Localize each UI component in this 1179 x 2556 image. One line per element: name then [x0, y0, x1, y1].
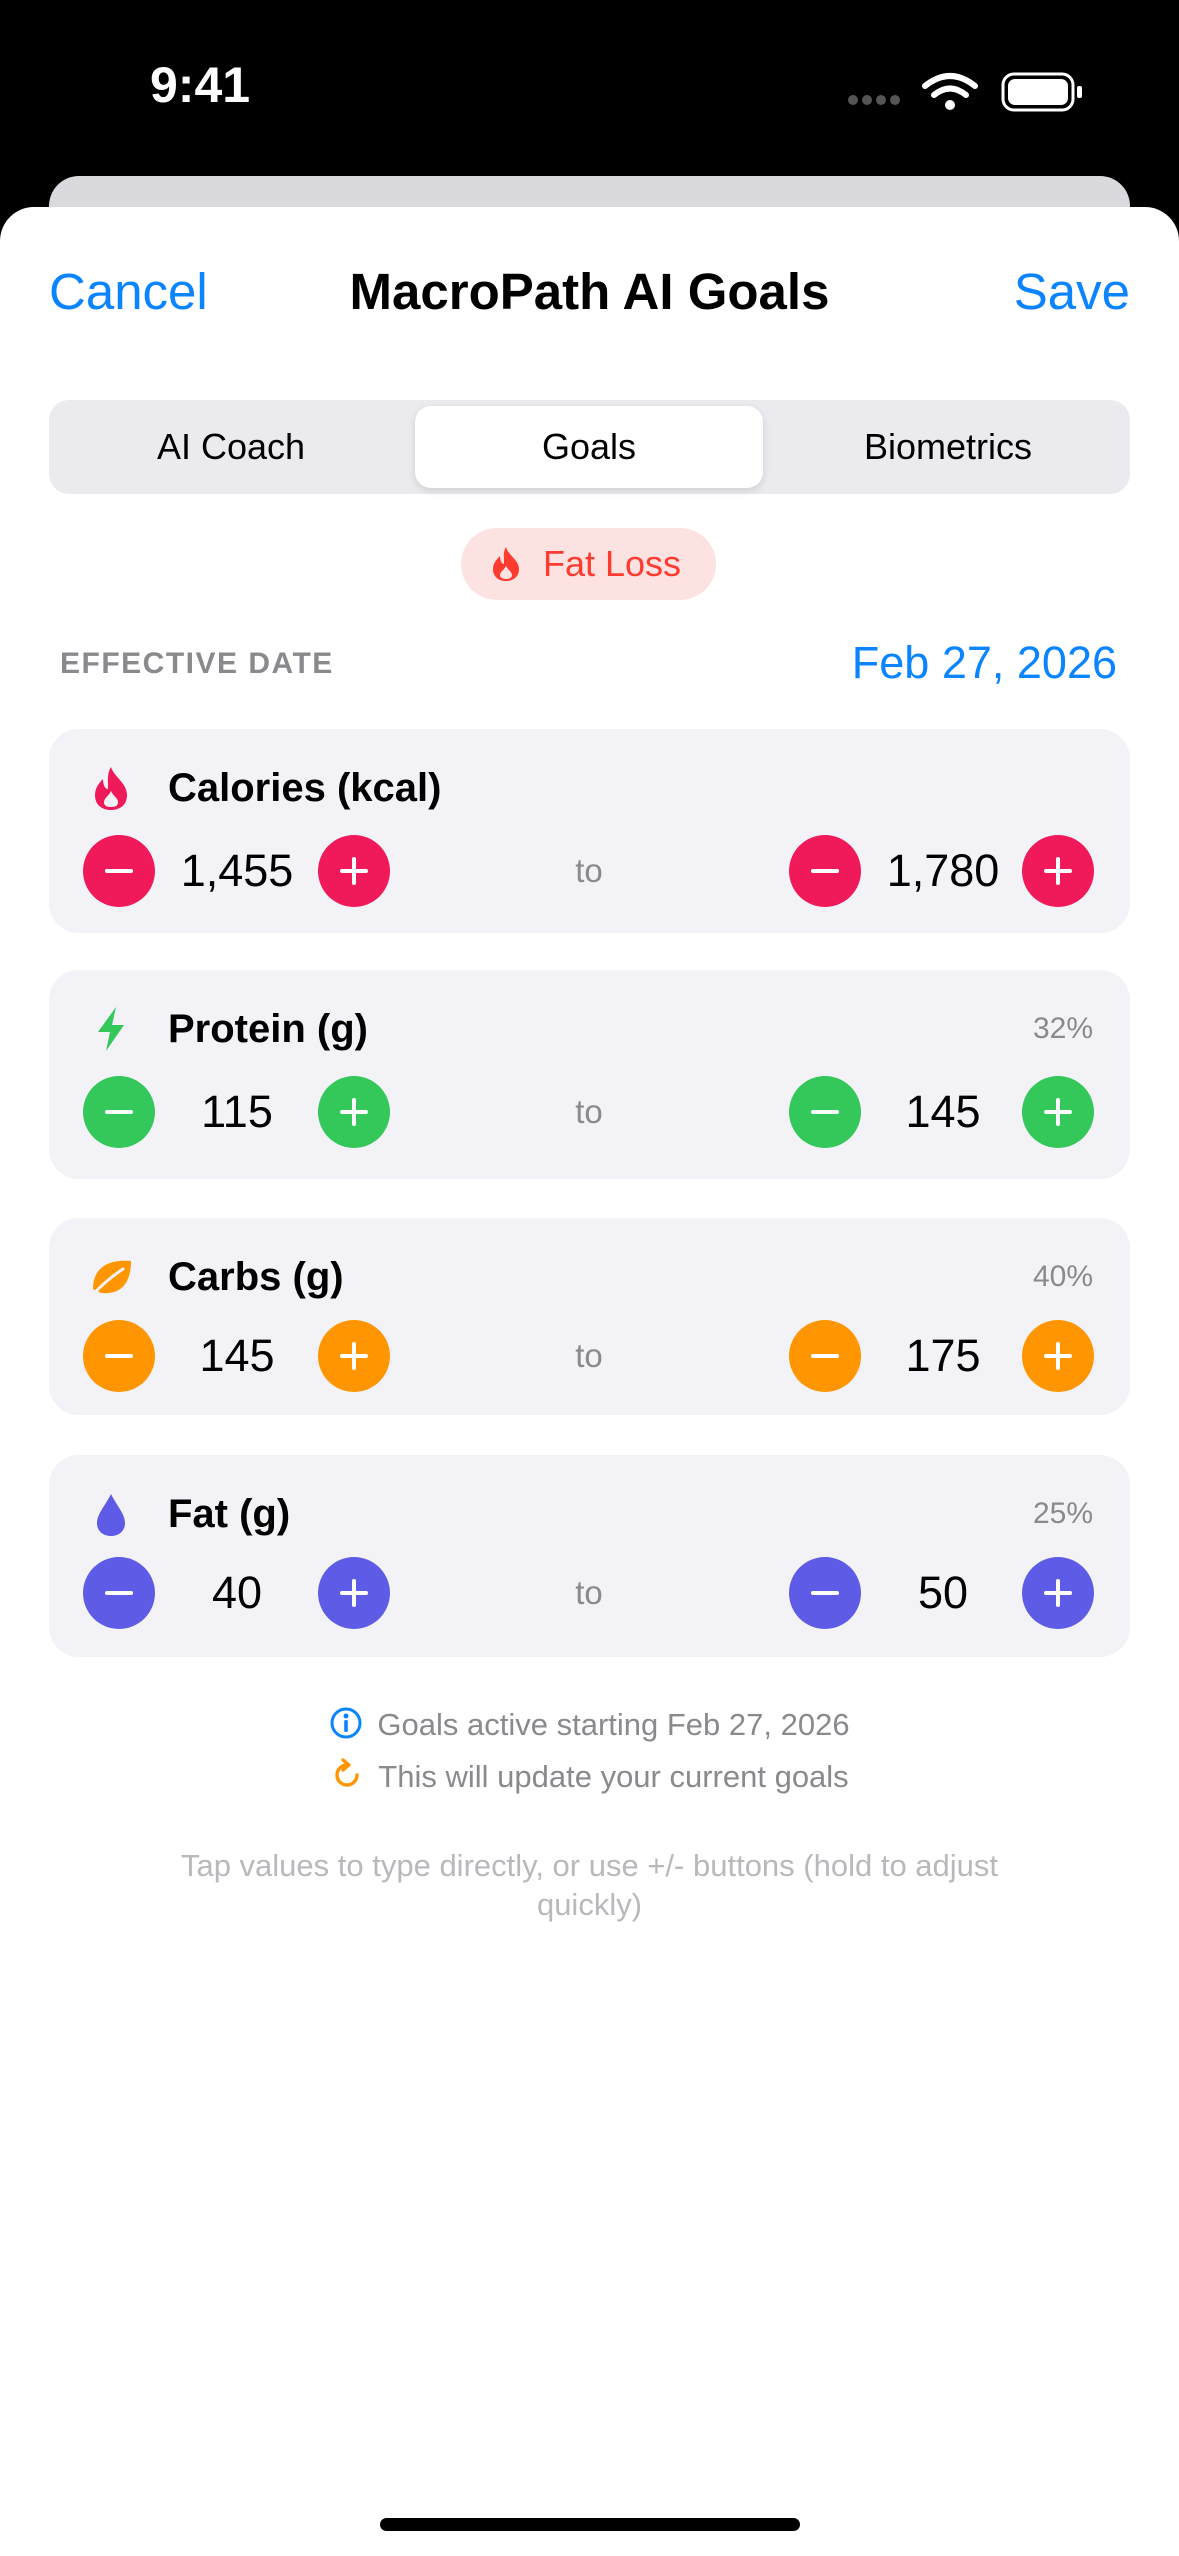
min-value[interactable]: 115 [201, 1086, 273, 1137]
macro-card: Protein (g) 32% 115 to 145 [49, 970, 1130, 1179]
max-value[interactable]: 50 [917, 1567, 969, 1618]
status-icons [848, 72, 1082, 112]
increment-button[interactable] [318, 1320, 390, 1392]
range-word: to [575, 1337, 603, 1374]
macro-title: Calories (kcal) [168, 766, 442, 810]
range-word: to [575, 1093, 603, 1130]
info-row: Goals active starting Feb 27, 2026 [0, 1706, 1179, 1744]
info-text: This will update your current goals [378, 1759, 849, 1794]
increment-button[interactable] [1022, 1076, 1094, 1148]
info-icon [330, 1707, 362, 1739]
increment-button[interactable] [318, 1076, 390, 1148]
macro-icon [98, 1007, 124, 1051]
decrement-button[interactable] [83, 1076, 155, 1148]
flame-icon [493, 547, 519, 581]
segmented-control: AI Coach Goals Biometrics [49, 400, 1130, 494]
increment-button[interactable] [318, 835, 390, 907]
range-word: to [575, 852, 603, 889]
max-value[interactable]: 1,780 [886, 845, 1000, 896]
macro-title: Protein (g) [168, 1007, 368, 1051]
min-value[interactable]: 145 [199, 1330, 275, 1381]
min-value[interactable]: 1,455 [180, 845, 294, 896]
increment-button[interactable] [318, 1557, 390, 1629]
macro-card: Carbs (g) 40% 145 to 175 [49, 1218, 1130, 1415]
max-value[interactable]: 145 [905, 1086, 981, 1137]
decrement-button[interactable] [789, 835, 861, 907]
macro-percent: 32% [1032, 1012, 1093, 1045]
increment-button[interactable] [1022, 1320, 1094, 1392]
tab[interactable]: Biometrics [863, 426, 1033, 467]
status-time: 9:41 [150, 57, 251, 113]
goal-badge-label: Fat Loss [543, 543, 682, 584]
macro-icon [89, 1260, 131, 1299]
tab[interactable]: AI Coach [156, 426, 306, 467]
home-indicator [380, 2518, 800, 2531]
goal-badge: Fat Loss [461, 528, 716, 600]
min-value[interactable]: 40 [211, 1567, 263, 1618]
macro-percent: 40% [1032, 1260, 1093, 1293]
macro-card: Calories (kcal) 1,455 to 1,780 [49, 729, 1130, 933]
decrement-button[interactable] [789, 1320, 861, 1392]
decrement-button[interactable] [83, 835, 155, 907]
info-row: This will update your current goals [0, 1758, 1179, 1796]
date-label: EFFECTIVE DATE [60, 647, 334, 680]
decrement-button[interactable] [83, 1557, 155, 1629]
macro-title: Fat (g) [168, 1492, 291, 1536]
range-word: to [575, 1574, 603, 1611]
tab-selected[interactable]: Goals [415, 406, 763, 488]
save-button[interactable]: Save [1013, 263, 1130, 320]
info-text: Goals active starting Feb 27, 2026 [377, 1707, 850, 1742]
decrement-button[interactable] [789, 1076, 861, 1148]
macro-percent: 25% [1032, 1497, 1093, 1530]
decrement-button[interactable] [789, 1557, 861, 1629]
max-value[interactable]: 175 [905, 1330, 981, 1381]
macro-icon [95, 767, 127, 810]
date-value[interactable]: Feb 27, 2026 [851, 637, 1117, 688]
cancel-button[interactable]: Cancel [49, 263, 208, 320]
macro-card: Fat (g) 25% 40 to 50 [49, 1455, 1130, 1657]
macro-icon [97, 1494, 125, 1536]
increment-button[interactable] [1022, 835, 1094, 907]
macro-title: Carbs (g) [168, 1255, 344, 1299]
hint-text: Tap values to type directly, or use +/- … [180, 1848, 999, 1922]
refresh-icon [335, 1758, 359, 1787]
decrement-button[interactable] [83, 1320, 155, 1392]
increment-button[interactable] [1022, 1557, 1094, 1629]
